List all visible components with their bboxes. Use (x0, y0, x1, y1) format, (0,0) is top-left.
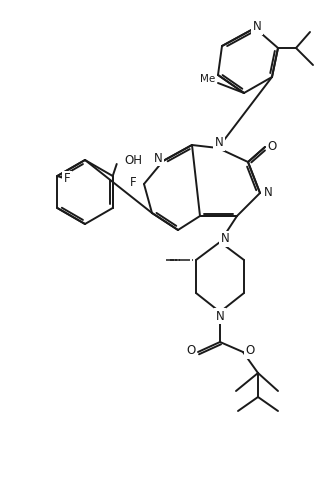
Text: Me: Me (200, 74, 216, 84)
Text: N: N (264, 185, 272, 198)
Text: N: N (154, 152, 162, 164)
Text: N: N (216, 309, 224, 322)
Text: OH: OH (125, 154, 143, 166)
Text: N: N (215, 136, 223, 150)
Text: N: N (252, 21, 261, 33)
Text: O: O (268, 140, 276, 153)
Text: F: F (130, 177, 136, 189)
Text: O: O (186, 344, 196, 358)
Text: O: O (245, 344, 255, 358)
Text: N: N (220, 233, 229, 246)
Text: F: F (64, 173, 71, 185)
